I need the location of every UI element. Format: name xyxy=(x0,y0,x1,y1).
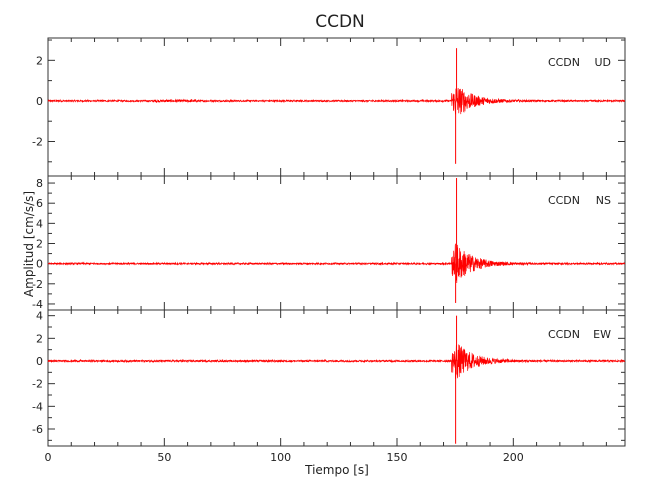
station-label: CCDN xyxy=(548,328,580,341)
station-label: CCDN xyxy=(548,194,580,207)
y-tick-label: 4 xyxy=(36,310,43,323)
chart-title: CCDN xyxy=(315,12,365,32)
panel-ns: -4 -2 0 2 4 6 8 CCDN NS xyxy=(32,175,626,311)
component-label: EW xyxy=(593,328,611,341)
panel-ew: -6 -4 -2 0 2 4 CCDN EW xyxy=(32,309,626,447)
y-tick-label: 2 xyxy=(36,238,43,251)
x-tick-label: 150 xyxy=(386,451,407,464)
y-tick-label: -4 xyxy=(32,298,43,311)
panel-ud: -2 0 2 CCDN UD xyxy=(32,37,626,177)
x-tick-label: 50 xyxy=(157,451,171,464)
y-axis-label: Amplitud [cm/s/s] xyxy=(22,191,36,297)
y-tick-label: 2 xyxy=(36,332,43,345)
x-tick-labels: 0 50 100 150 200 xyxy=(45,451,524,464)
station-label: CCDN xyxy=(548,56,580,69)
x-tick-label: 200 xyxy=(503,451,524,464)
y-tick-label: 4 xyxy=(36,217,43,230)
panels-group: -2 0 2 CCDN UD -4 -2 0 2 4 6 8 CCDN NS -6 -4 -2 0 2 4 CCDN EW… xyxy=(32,37,626,464)
y-tick-label: -2 xyxy=(32,136,43,149)
panel-frame xyxy=(47,309,626,447)
x-axis-label: Tiempo [s] xyxy=(304,463,369,477)
x-tick-label: 0 xyxy=(45,451,52,464)
waveform-ns xyxy=(47,243,626,284)
y-tick-label: 0 xyxy=(36,95,43,108)
y-tick-label: -6 xyxy=(32,423,43,436)
waveform-ud xyxy=(47,87,626,115)
y-tick-label: 8 xyxy=(36,177,43,190)
y-tick-label: -2 xyxy=(32,378,43,391)
y-tick-label: 0 xyxy=(36,355,43,368)
y-tick-label: 6 xyxy=(36,197,43,210)
y-tick-label: 0 xyxy=(36,258,43,271)
y-tick-label: 2 xyxy=(36,54,43,67)
panel-frame xyxy=(47,37,626,177)
x-tick-label: 100 xyxy=(270,451,291,464)
waveform-ew xyxy=(47,344,626,379)
y-tick-label: -2 xyxy=(32,278,43,291)
component-label: UD xyxy=(594,56,611,69)
y-tick-label: -4 xyxy=(32,400,43,413)
component-label: NS xyxy=(596,194,611,207)
panel-frame xyxy=(47,175,626,311)
